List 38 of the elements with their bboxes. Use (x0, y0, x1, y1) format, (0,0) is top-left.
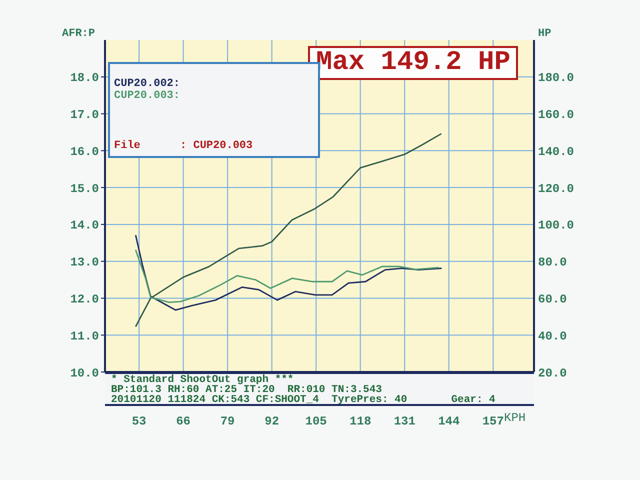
x-tick-label: 131 (394, 414, 416, 429)
y2-tick-label: 20.0 (538, 366, 567, 380)
x-tick-label: 66 (176, 414, 191, 429)
y2-tick-label: 140.0 (538, 144, 574, 159)
y-tick-label: 18.0 (70, 71, 99, 86)
y2-axis-title: HP (538, 28, 552, 40)
y-axis-title: AFR:P (62, 28, 96, 40)
x-axis-title: KPH (504, 411, 526, 425)
annotation: File : CUP20.003 (114, 140, 253, 152)
text: BP:101.3 RH:60 AT:25 IT:20 RR:010 TN:3.543 (111, 384, 382, 396)
x-tick-label: 92 (264, 414, 280, 429)
y-tick-label: 16.0 (70, 144, 99, 159)
chart-title: Max 149.2 HP (308, 46, 518, 80)
line-series (134, 249, 440, 303)
y-tick-label: 12.0 (70, 292, 99, 306)
x-tick-label: 144 (438, 414, 460, 429)
y-tick-label: 14.0 (70, 218, 99, 233)
x-tick-label: 53 (132, 414, 146, 429)
y2-tick-label: 120.0 (538, 182, 574, 196)
y2-tick-label: 160.0 (538, 108, 574, 122)
x-tick-label: 105 (305, 414, 327, 429)
y-tick-label: 15.0 (70, 182, 99, 196)
y2-tick-label: 40.0 (538, 329, 567, 344)
line-series (134, 234, 442, 311)
x-tick-label: 157 (482, 414, 504, 429)
y2-tick-label: 180.0 (538, 71, 574, 86)
y-tick-label: 13.0 (70, 256, 99, 270)
y2-tick-label: 100.0 (538, 218, 574, 233)
text: 20101120 111824 CK:543 CF:SHOOT_4 TyrePres: 40 Gear: 4 (111, 394, 496, 406)
y-tick-label: 17.0 (70, 108, 99, 122)
text: * Standard ShootOut graph *** (111, 374, 294, 386)
y-tick-label: 10.0 (70, 366, 99, 380)
x-tick-label: 79 (220, 414, 235, 429)
y-tick-label: 11.0 (70, 329, 99, 344)
legend-box: CUP20.002: CUP20.003: File : CUP20.003 (108, 62, 320, 158)
y2-tick-label: 80.0 (538, 256, 567, 270)
x-tick-label: 118 (350, 414, 372, 429)
y2-tick-label: 60.0 (538, 292, 567, 306)
